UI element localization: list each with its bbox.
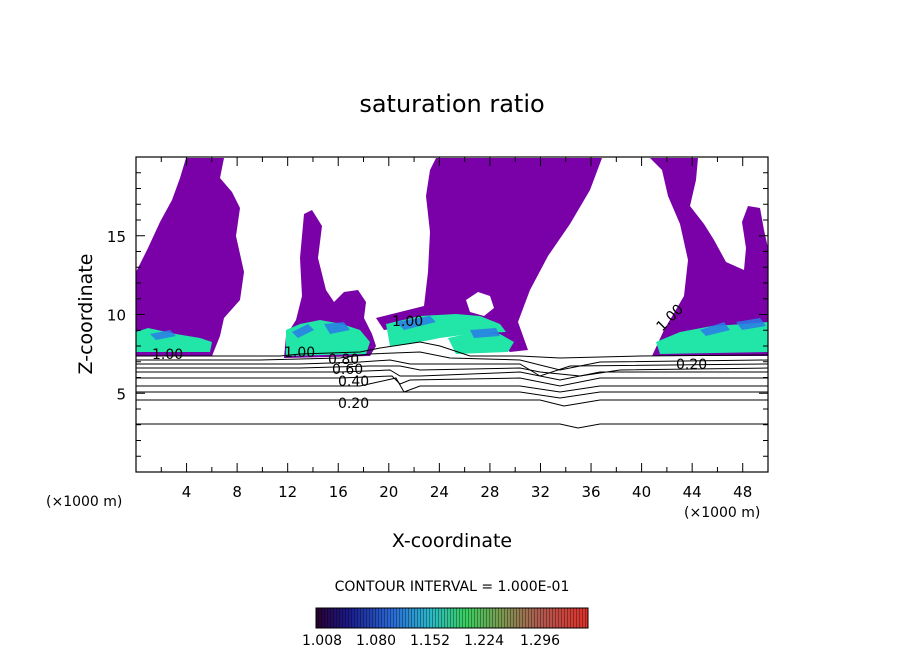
colorbar-frame bbox=[315, 607, 589, 629]
region-center bbox=[376, 158, 602, 352]
colorbar-label: 1.296 bbox=[520, 633, 560, 649]
colorbar: 1.008 1.080 1.152 1.224 1.296 bbox=[302, 607, 589, 649]
x-tick-label: 44 bbox=[683, 483, 702, 501]
contour-label: 0.20 bbox=[676, 357, 707, 373]
x-tick-label: 40 bbox=[632, 483, 651, 501]
contour-line bbox=[136, 341, 768, 359]
colorbar-label: 1.152 bbox=[410, 633, 450, 649]
region-center-left bbox=[284, 210, 376, 358]
contour-label: 0.40 bbox=[338, 374, 369, 390]
colorbar-label: 1.008 bbox=[302, 633, 342, 649]
x-tick-label: 12 bbox=[278, 483, 297, 501]
x-unit-right: (×1000 m) bbox=[684, 505, 760, 521]
x-tick-label: 4 bbox=[182, 483, 192, 501]
contour-line bbox=[136, 377, 768, 393]
contour-label: 1.00 bbox=[152, 347, 183, 363]
plot-field bbox=[136, 158, 768, 429]
colorbar-label: 1.224 bbox=[464, 633, 504, 649]
axis-ticks bbox=[136, 157, 768, 472]
region-right bbox=[650, 158, 768, 356]
y-tick-label: 15 bbox=[107, 228, 126, 246]
contour-label: 1.00 bbox=[284, 345, 315, 361]
contour-label: 1.00 bbox=[392, 314, 423, 330]
x-axis-label: X-coordinate bbox=[392, 530, 512, 552]
x-tick-label: 24 bbox=[430, 483, 449, 501]
x-tick-label: 48 bbox=[733, 483, 752, 501]
contour-line bbox=[136, 369, 768, 381]
x-tick-label: 32 bbox=[531, 483, 550, 501]
y-tick-labels: 5 10 15 bbox=[107, 228, 126, 404]
contour-label: 0.20 bbox=[338, 396, 369, 412]
region-blob-small bbox=[466, 292, 494, 316]
x-tick-label: 16 bbox=[329, 483, 348, 501]
chart-title: saturation ratio bbox=[359, 90, 544, 118]
contour-line bbox=[136, 375, 768, 387]
contour-line bbox=[136, 399, 768, 407]
contour-lines bbox=[136, 341, 768, 429]
contour-line bbox=[136, 365, 768, 377]
x-unit-left: (×1000 m) bbox=[46, 494, 122, 510]
x-tick-label: 28 bbox=[480, 483, 499, 501]
supersaturated-regions bbox=[136, 158, 768, 358]
contour-interval-label: CONTOUR INTERVAL = 1.000E-01 bbox=[335, 579, 570, 595]
contour-line bbox=[136, 359, 768, 377]
peak-saturation-streaks bbox=[150, 316, 766, 340]
x-tick-label: 36 bbox=[581, 483, 600, 501]
contour-line bbox=[136, 423, 768, 429]
x-tick-labels: 4 8 12 16 20 24 28 32 36 40 44 48 bbox=[182, 483, 752, 501]
region-left bbox=[136, 158, 244, 356]
x-tick-label: 8 bbox=[232, 483, 242, 501]
contour-line bbox=[136, 391, 768, 399]
colorbar-stripes bbox=[316, 608, 588, 628]
y-tick-label: 10 bbox=[107, 307, 126, 325]
contour-label: 0.60 bbox=[332, 362, 363, 378]
colorbar-label: 1.080 bbox=[356, 633, 396, 649]
y-tick-label: 5 bbox=[116, 385, 126, 403]
contour-label: 0.80 bbox=[328, 352, 359, 368]
x-tick-label: 20 bbox=[379, 483, 398, 501]
y-axis-label: Z-coordinate bbox=[75, 254, 97, 375]
